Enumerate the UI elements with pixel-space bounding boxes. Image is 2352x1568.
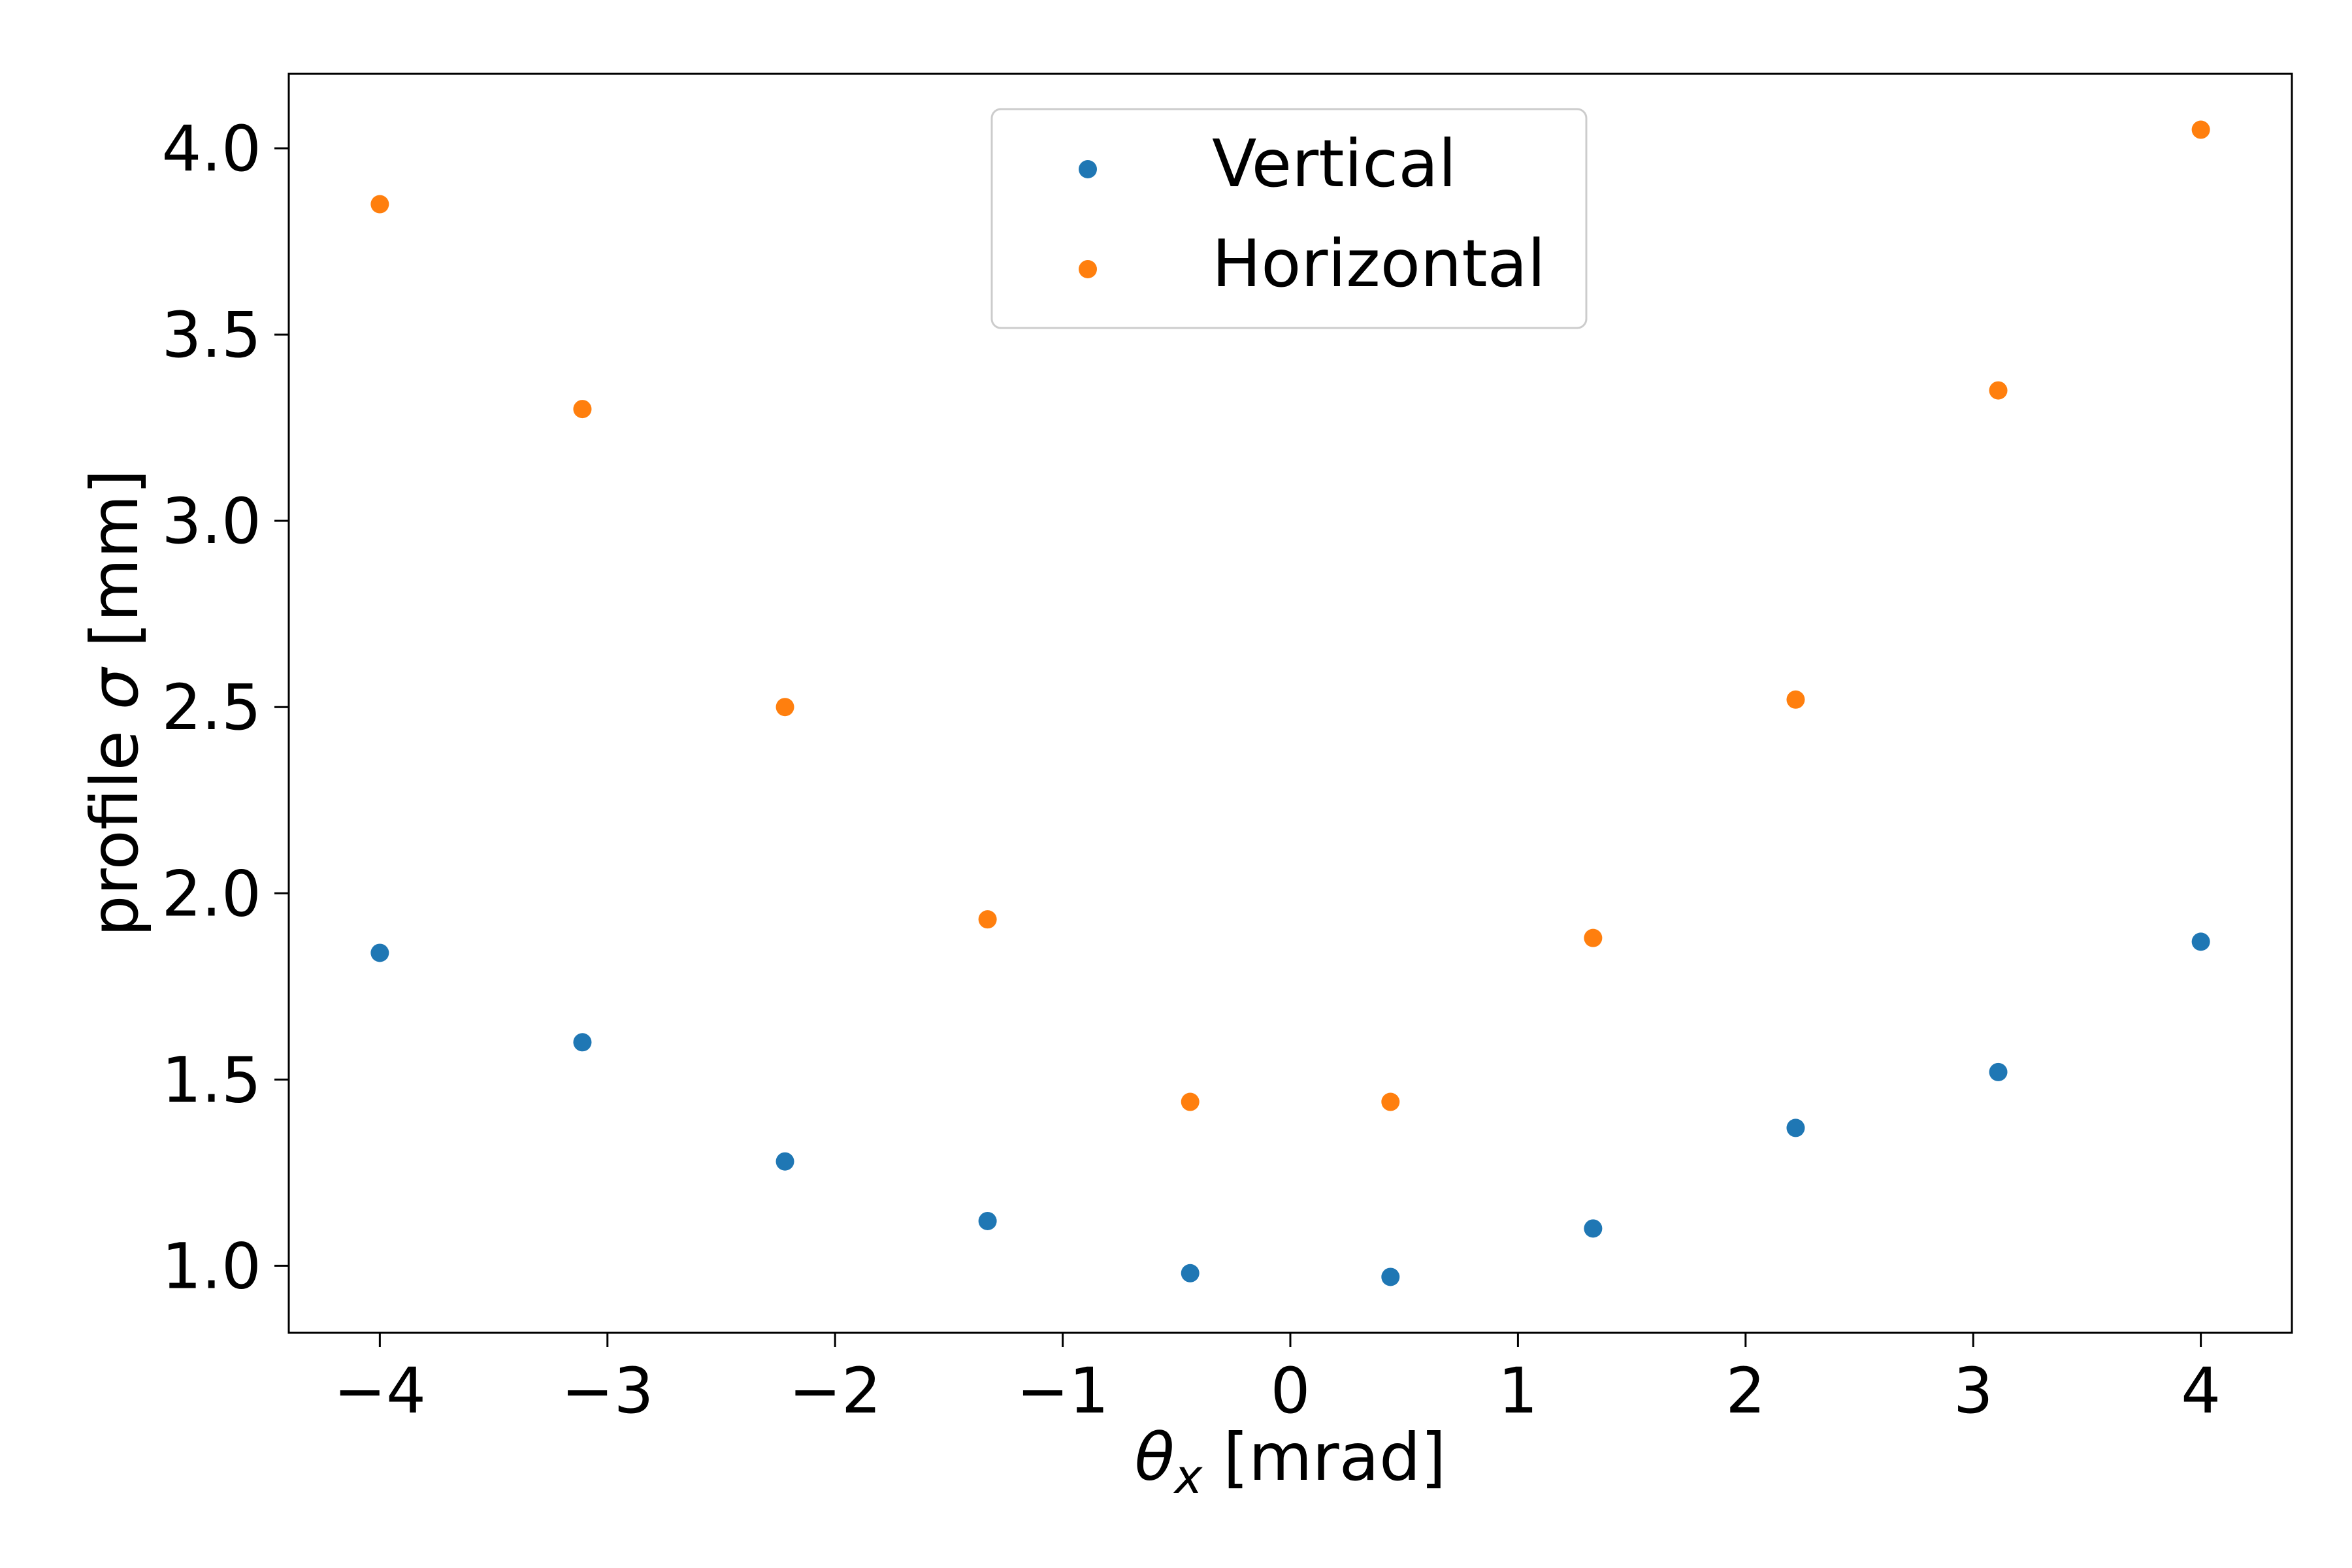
point-horizontal bbox=[1989, 381, 2008, 400]
x-tick-label: −2 bbox=[789, 1354, 881, 1428]
point-vertical bbox=[1181, 1264, 1200, 1282]
x-axis-title: θx [mrad] bbox=[1135, 1419, 1446, 1504]
point-horizontal bbox=[370, 195, 389, 214]
point-horizontal bbox=[1786, 690, 1805, 709]
point-horizontal bbox=[573, 400, 592, 419]
y-tick-label: 2.5 bbox=[161, 671, 261, 744]
legend-label-horizontal: Horizontal bbox=[1212, 225, 1546, 302]
y-tick-label: 1.0 bbox=[161, 1230, 261, 1303]
point-vertical bbox=[776, 1152, 794, 1171]
x-tick-label: 1 bbox=[1498, 1354, 1538, 1428]
x-tick-label: 4 bbox=[2181, 1354, 2221, 1428]
y-tick-label: 4.0 bbox=[161, 112, 261, 186]
y-tick-label: 3.0 bbox=[161, 485, 261, 558]
point-horizontal bbox=[776, 698, 794, 717]
point-vertical bbox=[370, 943, 389, 962]
legend-marker-vertical bbox=[1079, 160, 1097, 178]
point-vertical bbox=[978, 1211, 997, 1230]
x-tick-label: −1 bbox=[1017, 1354, 1109, 1428]
point-horizontal bbox=[1584, 928, 1603, 947]
x-tick-label: −4 bbox=[334, 1354, 427, 1428]
y-axis-symbol: σ bbox=[76, 666, 153, 710]
x-axis-subscript: x bbox=[1173, 1449, 1203, 1504]
x-axis-unit: [mrad] bbox=[1202, 1419, 1446, 1495]
y-axis: 1.0 1.5 2.0 2.5 3.0 3.5 4.0 bbox=[161, 112, 289, 1303]
x-tick-label: −3 bbox=[561, 1354, 654, 1428]
y-axis-title: profile σ [mm] bbox=[76, 469, 153, 937]
y-tick-label: 2.0 bbox=[161, 857, 261, 930]
x-axis-symbol: θ bbox=[1135, 1419, 1175, 1495]
data-points bbox=[370, 120, 2210, 1286]
point-vertical bbox=[1584, 1219, 1603, 1238]
legend-marker-horizontal bbox=[1079, 260, 1097, 278]
point-vertical bbox=[573, 1033, 592, 1052]
y-axis-unit: [mm] bbox=[76, 469, 153, 668]
point-horizontal bbox=[2191, 120, 2210, 139]
point-vertical bbox=[1989, 1062, 2008, 1081]
point-vertical bbox=[1381, 1267, 1400, 1286]
point-horizontal bbox=[1381, 1092, 1400, 1111]
y-axis-prefix: profile bbox=[76, 710, 153, 937]
y-tick-label: 1.5 bbox=[161, 1043, 261, 1117]
x-axis: −4 −3 −2 −1 0 1 2 3 4 bbox=[334, 1333, 2221, 1428]
x-tick-label: 3 bbox=[1953, 1354, 1993, 1428]
x-tick-label: 2 bbox=[1725, 1354, 1765, 1428]
legend-label-vertical: Vertical bbox=[1212, 125, 1456, 202]
point-vertical bbox=[1786, 1119, 1805, 1137]
legend: Vertical Horizontal bbox=[990, 108, 1588, 329]
point-vertical bbox=[2191, 932, 2210, 951]
point-horizontal bbox=[1181, 1092, 1200, 1111]
y-tick-label: 3.5 bbox=[161, 299, 261, 372]
x-tick-label: 0 bbox=[1270, 1354, 1310, 1428]
legend-box bbox=[990, 108, 1588, 329]
point-horizontal bbox=[978, 910, 997, 929]
